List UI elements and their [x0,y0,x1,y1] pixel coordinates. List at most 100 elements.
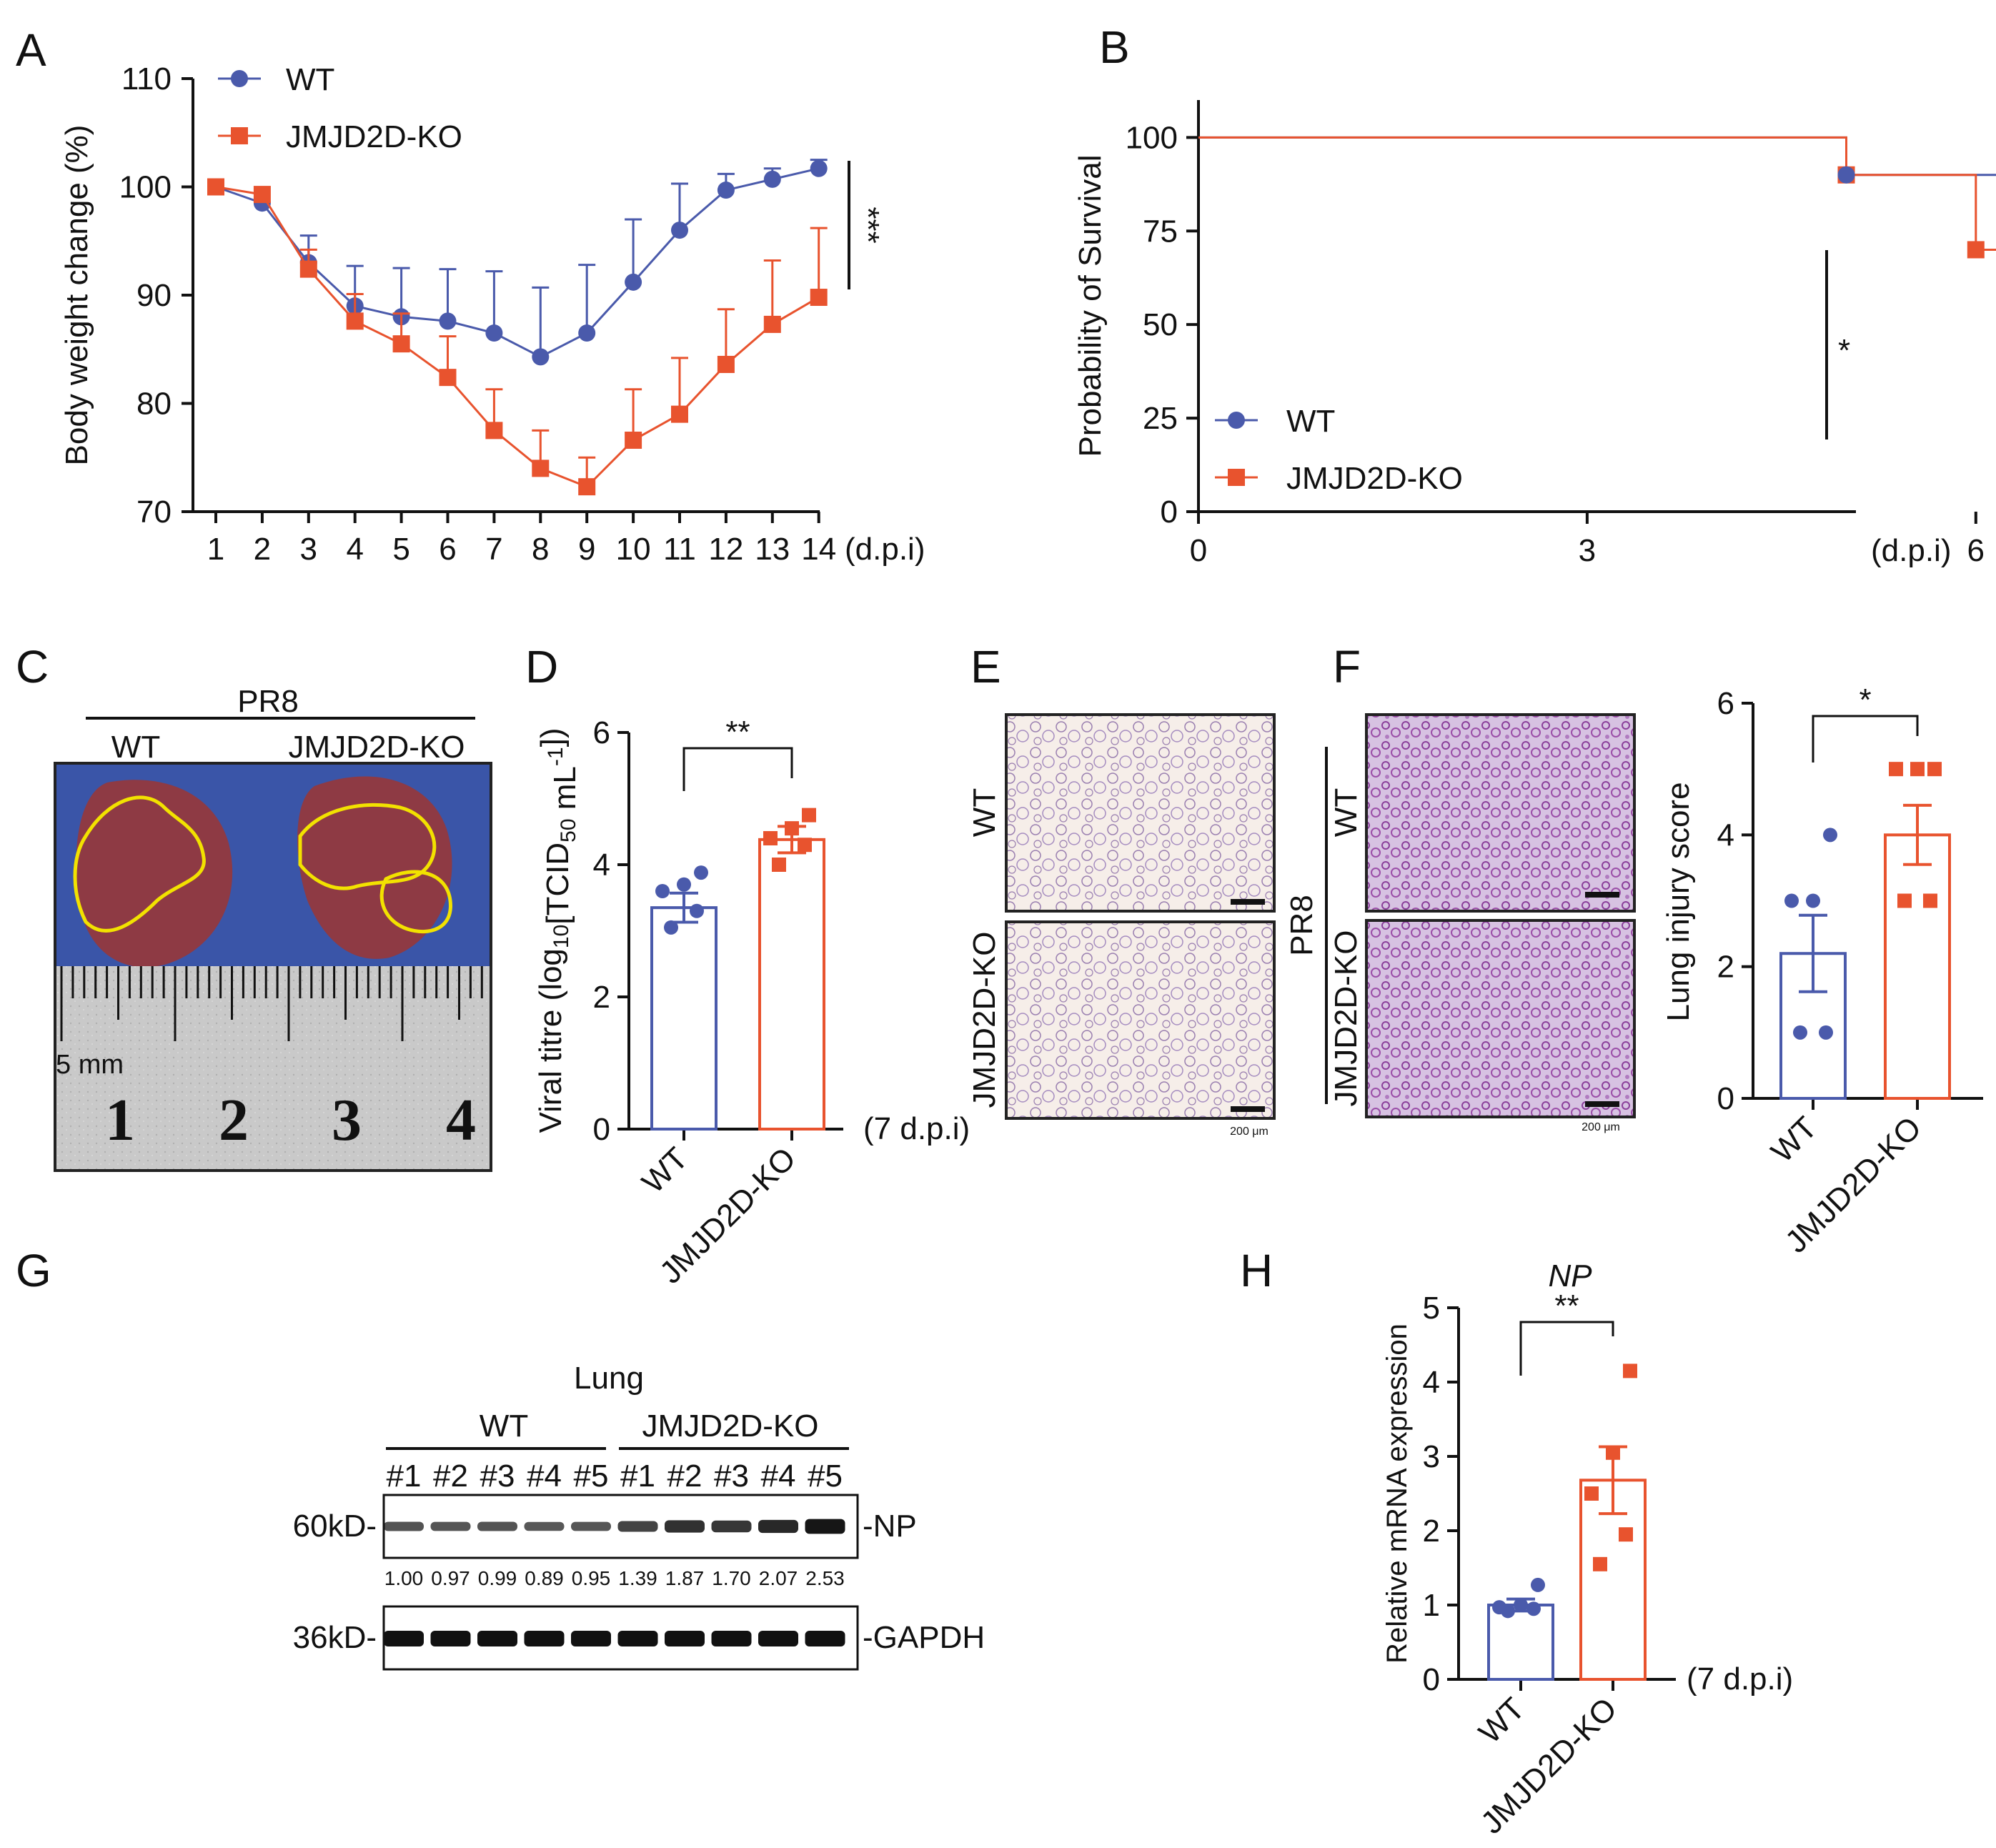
x-tick-label: 6 [439,532,456,567]
panel-c-lung-photo: PR8 WT JMJD2D-KO 5 mm 1 2 3 4 [54,684,492,1172]
x-tick-label: 10 [616,532,651,567]
data-point-wt [810,159,828,177]
band-quant: 2.07 [759,1567,798,1589]
ruler-number-3: 3 [332,1087,362,1153]
x-tick-label: 8 [532,532,549,567]
data-point-ko [763,315,781,333]
y-tick-label: 1 [1423,1588,1440,1623]
panel-label-a: A [16,24,46,76]
data-point-ko [1923,893,1937,908]
significance-bracket [1812,715,1919,762]
x-unit: (d.p.i) [845,532,925,567]
y-axis-title-part: -1 [544,747,567,766]
band-np: -NP [863,1509,917,1544]
scale-label-e: 200 μm [1230,1126,1268,1138]
y-axis-title: Viral titre (log10[TCID50 mL-1]) [533,728,582,1133]
ruler-number-2: 2 [219,1087,249,1153]
band-quant: 1.39 [618,1567,657,1589]
panel-label-f: F [1333,641,1361,692]
ruler-number-4: 4 [446,1087,476,1153]
x-tick-label: 1 [207,532,224,567]
y-tick-label: 4 [1717,818,1734,853]
blot-bands [384,1519,845,1646]
data-point-ko [1619,1527,1633,1542]
series-line-ko [215,186,820,488]
panel-label-d: D [525,641,558,692]
lane-label: #5 [808,1459,843,1494]
panel-label-h: H [1240,1245,1273,1296]
np-band [758,1519,798,1534]
y-tick-label: 25 [1143,401,1178,436]
np-band [617,1521,658,1532]
data-point-wt [1492,1600,1506,1615]
y-tick-label: 80 [136,387,172,422]
data-point-ko [485,422,503,439]
band-quant: 0.97 [431,1567,470,1589]
y-tick-label: 0 [1423,1662,1440,1697]
bar-ko [758,838,825,1131]
data-point-wt [1514,1598,1528,1612]
lane-label: #5 [574,1459,609,1494]
significance-mark: * [1859,682,1871,717]
gapdh-band [805,1631,845,1646]
lane-label: #3 [714,1459,749,1494]
np-band [665,1520,705,1533]
data-point-ko [671,405,688,423]
panel-f-histology: PR8 WT JMJD2D-KO 200 μm [1284,713,1636,1133]
chart-title: NP [1548,1258,1592,1293]
panel-label-e: E [970,641,1001,692]
survival-point-wt [1837,166,1855,184]
bar-ko [1884,833,1951,1101]
data-point-wt [485,324,503,342]
x-tick-label: 4 [346,532,363,567]
y-axis-title-part: [TCID [540,843,575,925]
histo-f-ko [1365,919,1636,1118]
gapdh-band [524,1631,565,1646]
data-point-ko [763,831,778,845]
data-point-ko [625,432,642,449]
data-point-wt [763,170,781,188]
survival-curve-wt [1198,136,1996,177]
data-point-ko [1593,1556,1607,1571]
histo-e-row-wt: WT [967,788,1002,837]
panel-e-histology: WT JMJD2D-KO 200 μm [967,713,1276,1138]
significance-mark: ** [725,715,750,750]
y-tick-label: 2 [593,980,610,1015]
data-point-ko [1897,893,1912,908]
data-point-ko [253,186,271,204]
lane-label: #4 [527,1459,562,1494]
data-point-wt [625,273,642,291]
y-tick-label: 50 [1143,307,1178,342]
significance-mark: *** [850,207,885,243]
y-tick-label: 70 [136,495,172,530]
legend-label-ko: JMJD2D-KO [1286,461,1463,496]
data-point-wt [664,920,678,935]
x-tick-label: 9 [578,532,595,567]
y-tick-label: 110 [121,61,172,96]
x-tick-label: 7 [485,532,502,567]
histo-f-wt [1365,713,1636,913]
band-quant: 0.89 [525,1567,564,1589]
survival-point-ko [1967,241,1985,259]
pr8-label: PR8 [237,684,299,719]
np-band [571,1521,611,1531]
band-quant: 2.53 [805,1567,845,1589]
data-point-ko [439,369,457,387]
significance-mark: * [1838,333,1850,368]
data-point-wt [717,182,735,199]
x-tick-label: 3 [1579,533,1596,568]
y-tick-label: 0 [1717,1081,1734,1116]
blot-quantification: 1.00 0.97 0.99 0.89 0.95 1.39 1.87 1.70 2.07 2.53 [384,1567,845,1589]
significance-bracket [682,747,793,791]
gapdh-band [384,1631,424,1646]
x-tick-label: 0 [1190,533,1207,568]
data-point-wt [1526,1601,1541,1616]
y-tick-label: 0 [593,1112,610,1147]
data-point-ko [1889,762,1903,777]
survival-curve-ko [1198,136,1996,251]
data-point-wt [690,903,704,918]
gapdh-band [665,1631,705,1646]
